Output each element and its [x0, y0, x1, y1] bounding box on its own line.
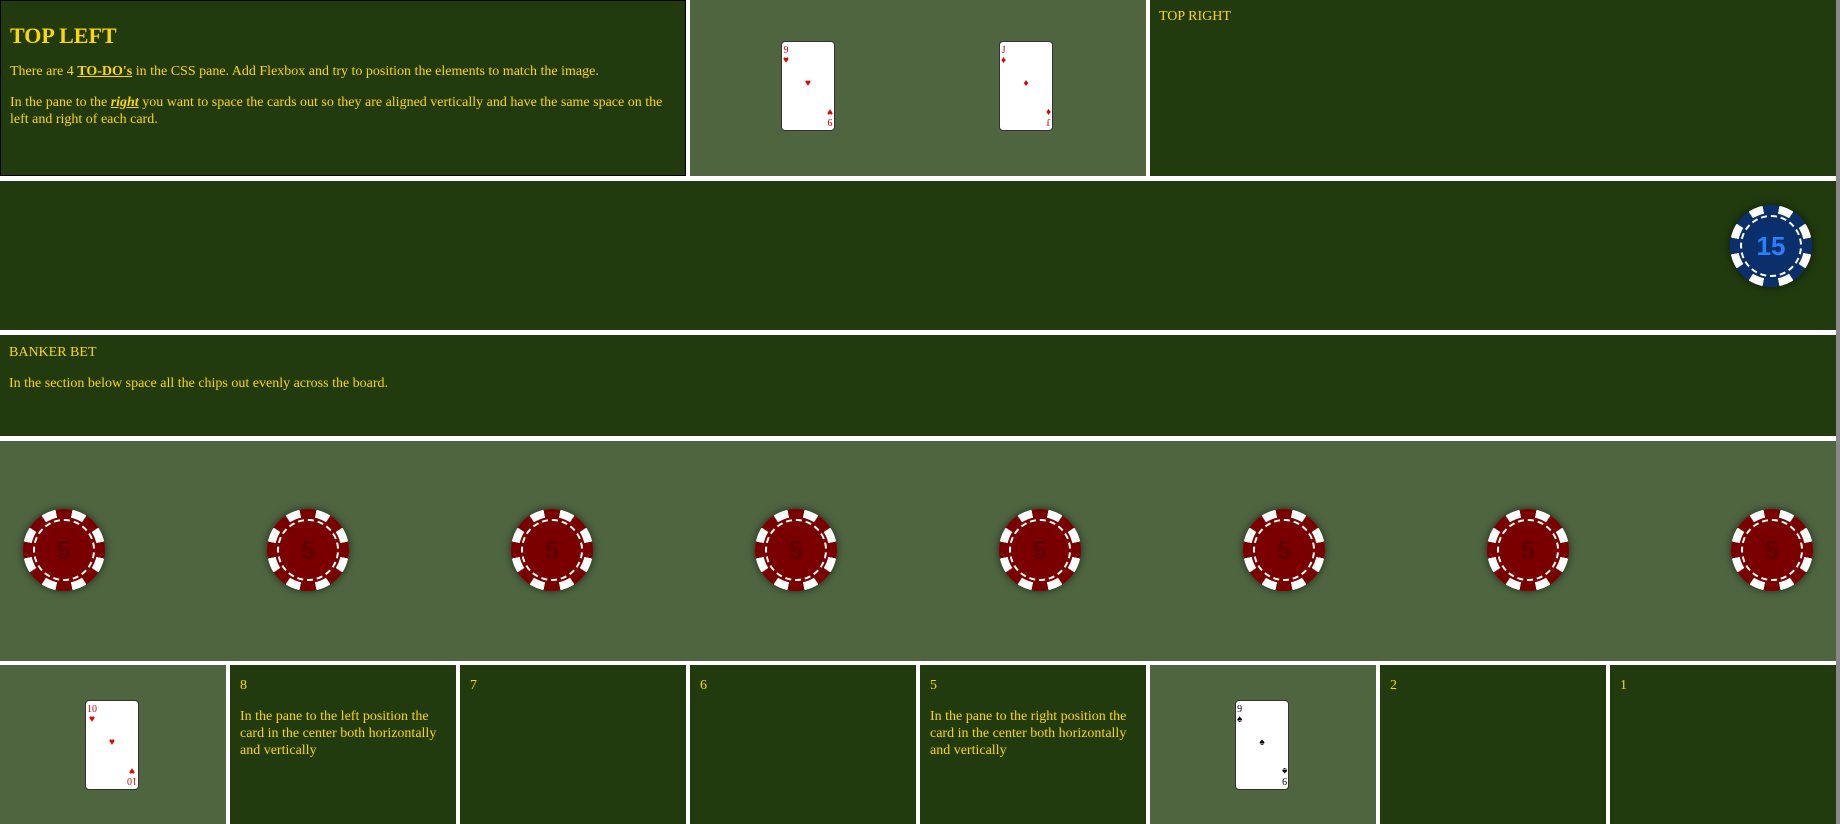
spacing-text-after: you want to space the cards out so they … — [10, 95, 663, 127]
chip-value: 5 — [1520, 534, 1536, 565]
poker-chip-red[interactable]: 5 — [1731, 509, 1813, 591]
card-corner-top: J ♦ — [1001, 46, 1006, 66]
card-rank: 10 — [127, 775, 137, 786]
card-pip-icon: ♠ — [1259, 737, 1265, 748]
bottom-pane-8: 8 In the pane to the left position the c… — [230, 665, 456, 824]
card-pip-icon: ♥ — [805, 78, 811, 89]
top-left-pane: TOP LEFT There are 4 TO-DO's in the CSS … — [0, 0, 686, 176]
playing-card-nine-hearts[interactable]: 9 ♥ ♥ 9 ♥ — [781, 41, 835, 131]
chip-value: 5 — [1032, 534, 1048, 565]
banker-bet-title: BANKER BET — [9, 345, 97, 360]
card-suit-icon: ♥ — [89, 714, 95, 725]
chip-value: 5 — [56, 534, 72, 565]
pane-instructions: In the pane to the right position the ca… — [930, 709, 1127, 758]
banker-bet-instructions: In the section below space all the chips… — [9, 376, 389, 391]
chip-dashed-ring — [1497, 519, 1559, 581]
chip-row-pane: 15 — [0, 181, 1836, 330]
pane-instructions: In the pane to the left position the car… — [240, 709, 437, 758]
card-corner-top: 9 ♠ — [1237, 705, 1242, 725]
spacing-text-before: In the pane to the — [10, 95, 111, 110]
poker-chip-red[interactable]: 5 — [755, 509, 837, 591]
poker-chip-red[interactable]: 5 — [267, 509, 349, 591]
chip-value: 5 — [788, 534, 804, 565]
card-corner-bottom: 9 ♥ — [827, 106, 833, 127]
pane-number: 1 — [1620, 678, 1627, 693]
card-pip-icon: ♥ — [109, 737, 115, 748]
playing-card-ten-hearts[interactable]: 10 ♥ ♥ 10 ♥ — [85, 700, 139, 790]
bottom-pane-6: 6 — [690, 665, 916, 824]
poker-chip-red[interactable]: 5 — [511, 509, 593, 591]
card-rank: J — [1046, 116, 1051, 127]
chip-value: 5 — [1764, 534, 1780, 565]
card-rank: 9 — [783, 45, 789, 56]
banker-bet-pane: BANKER BET In the section below space al… — [0, 335, 1836, 436]
card-corner-bottom: 9 ♠ — [1281, 765, 1287, 786]
bottom-pane-7: 7 — [460, 665, 686, 824]
chip-dashed-ring — [1009, 519, 1071, 581]
card-corner-bottom: 10 ♥ — [127, 765, 137, 786]
page-scrollbar[interactable] — [1836, 0, 1840, 824]
playing-card-nine-spades[interactable]: 9 ♠ ♠ 9 ♠ — [1235, 700, 1289, 790]
bottom-pane-1: 1 — [1610, 665, 1836, 824]
chip-dashed-ring — [33, 519, 95, 581]
todo-instructions: There are 4 TO-DO's in the CSS pane. Add… — [10, 63, 676, 80]
todo-text-after: in the CSS pane. Add Flexbox and try to … — [132, 64, 599, 79]
card-rank: J — [1001, 45, 1006, 56]
card-rank: 10 — [87, 704, 97, 715]
card-suit-icon: ♠ — [1281, 765, 1287, 776]
card-corner-bottom: J ♦ — [1045, 106, 1051, 127]
pane-number: 5 — [930, 678, 937, 693]
bottom-pane-2: 2 — [1380, 665, 1606, 824]
chip-value: 5 — [544, 534, 560, 565]
chip-dashed-ring — [1741, 519, 1803, 581]
chip-value: 15 — [1756, 230, 1786, 261]
chip-value: 5 — [1276, 534, 1292, 565]
top-right-label: TOP RIGHT — [1159, 9, 1231, 24]
poker-chip-red[interactable]: 5 — [23, 509, 105, 591]
chip-dashed-ring — [765, 519, 827, 581]
card-suit-icon: ♥ — [827, 106, 833, 117]
todo-link[interactable]: TO-DO's — [77, 64, 133, 79]
card-suit-icon: ♥ — [783, 55, 789, 66]
poker-chip-red[interactable]: 5 — [999, 509, 1081, 591]
card-corner-top: 9 ♥ — [783, 46, 789, 66]
card-rank: 9 — [827, 116, 833, 127]
pane-number: 6 — [700, 678, 707, 693]
top-right-pane: TOP RIGHT — [1150, 0, 1840, 176]
poker-chip-blue[interactable]: 15 — [1730, 205, 1812, 287]
bottom-pane-card-ten: 10 ♥ ♥ 10 ♥ — [0, 665, 226, 824]
poker-chip-red[interactable]: 5 — [1243, 509, 1325, 591]
card-suit-icon: ♥ — [129, 765, 135, 776]
top-left-title: TOP LEFT — [10, 23, 117, 48]
pane-number: 7 — [470, 678, 477, 693]
chip-dashed-ring — [277, 519, 339, 581]
card-spacing-instructions: In the pane to the right you want to spa… — [10, 94, 676, 128]
card-suit-icon: ♦ — [1045, 106, 1051, 117]
card-pip-icon: ♦ — [1023, 78, 1029, 89]
chip-value: 5 — [300, 534, 316, 565]
spacing-emphasis: right — [110, 95, 139, 110]
card-suit-icon: ♠ — [1237, 714, 1243, 725]
bottom-pane-card-nine: 9 ♠ ♠ 9 ♠ — [1150, 665, 1376, 824]
chip-dashed-ring — [521, 519, 583, 581]
poker-chip-red[interactable]: 5 — [1487, 509, 1569, 591]
card-rank: 9 — [1281, 775, 1287, 786]
card-rank: 9 — [1237, 704, 1243, 715]
chip-dashed-ring — [1740, 215, 1802, 277]
chip-dashed-ring — [1253, 519, 1315, 581]
card-corner-top: 10 ♥ — [87, 705, 97, 725]
playing-card-jack-diamonds[interactable]: J ♦ ♦ J ♦ — [999, 41, 1053, 131]
pane-number: 2 — [1390, 678, 1397, 693]
bottom-pane-5: 5 In the pane to the right position the … — [920, 665, 1146, 824]
card-suit-icon: ♦ — [1001, 55, 1007, 66]
todo-text-before: There are 4 — [10, 64, 78, 79]
top-center-pane: 9 ♥ ♥ 9 ♥ J ♦ ♦ J ♦ — [690, 0, 1146, 176]
red-chips-pane: 5 5 5 5 5 5 5 — [0, 441, 1836, 661]
pane-number: 8 — [240, 678, 247, 693]
